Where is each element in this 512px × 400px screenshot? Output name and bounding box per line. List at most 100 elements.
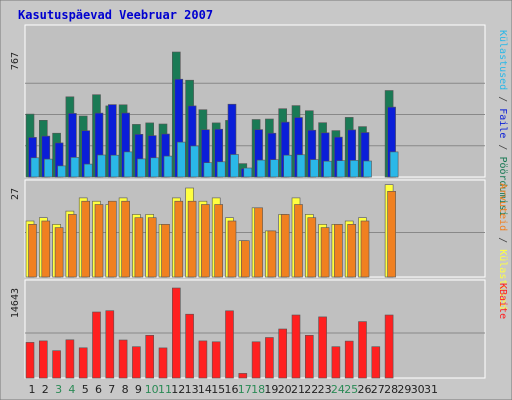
chart-title: Kasutuspäevad Veebruar 2007 — [18, 8, 213, 22]
bar-1-3-19 — [270, 159, 279, 178]
bar-2-2-17 — [241, 240, 250, 278]
bar-2-2-5 — [81, 200, 90, 278]
bar-2-2-16 — [227, 220, 237, 278]
x-tick-label: 3 — [55, 383, 62, 396]
bar-2-2-3 — [54, 227, 64, 278]
legend-separator: / — [497, 138, 508, 156]
bar-2-2-25 — [347, 224, 357, 278]
bar-1-3-8 — [123, 151, 133, 178]
x-tick-label: 1 — [29, 383, 36, 396]
bar-1-3-26 — [363, 160, 372, 178]
legend-entry: KBaite — [497, 283, 508, 319]
bar-1-3-21 — [296, 154, 306, 178]
right-legend-2: Arvuteid / Külastused — [497, 183, 508, 309]
x-tick-label: 11 — [158, 383, 172, 396]
bar-1-3-5 — [83, 163, 93, 178]
right-legend-3: KBaite — [497, 283, 508, 319]
bar-3-1-17 — [238, 373, 248, 379]
x-tick-label: 4 — [68, 383, 75, 396]
bar-3-1-22 — [304, 334, 314, 379]
x-tick-label: 28 — [384, 383, 398, 396]
x-tick-label: 18 — [251, 383, 265, 396]
x-tick-label: 13 — [185, 383, 199, 396]
bar-1-3-28 — [389, 151, 399, 178]
x-tick-label: 30 — [411, 383, 425, 396]
bar-3-1-10 — [145, 334, 154, 379]
bar-3-1-13 — [185, 313, 194, 379]
x-tick-label: 5 — [82, 383, 89, 396]
bar-1-3-12 — [177, 141, 186, 178]
y-max-label: 14643 — [10, 288, 21, 318]
bar-1-3-15 — [216, 161, 226, 178]
bar-1-3-17 — [243, 167, 253, 178]
x-tick-label: 25 — [344, 383, 358, 396]
x-tick-label: 17 — [238, 383, 252, 396]
bar-1-3-1 — [30, 157, 40, 178]
bar-2-2-4 — [68, 214, 77, 278]
bar-3-1-14 — [198, 340, 208, 379]
legend-entry: Faile — [497, 108, 508, 138]
bar-2-2-1 — [28, 224, 37, 278]
bar-2-2-13 — [187, 200, 197, 278]
legend-entry: Külastused — [497, 249, 508, 309]
bar-2-2-18 — [254, 207, 263, 278]
x-tick-label: 14 — [198, 383, 212, 396]
visits-panel: 767 Külastused / Faile / Pöördumisi — [10, 24, 508, 217]
x-tick-label: 24 — [331, 383, 345, 396]
bar-3-1-28 — [384, 314, 394, 379]
x-tick-label: 10 — [145, 383, 159, 396]
bar-3-1-3 — [52, 350, 61, 379]
bar-2-2-14 — [201, 204, 210, 278]
bar-2-2-11 — [161, 224, 170, 278]
bar-1-3-2 — [43, 158, 53, 178]
bar-3-1-19 — [265, 337, 274, 379]
bar-2-2-10 — [147, 217, 157, 278]
bar-1-3-4 — [70, 157, 80, 178]
bar-2-2-24 — [334, 224, 343, 278]
bar-1-3-20 — [283, 154, 293, 178]
x-tick-label: 19 — [264, 383, 278, 396]
legend-entry: Külastused — [497, 30, 508, 90]
bar-2-2-23 — [320, 227, 330, 278]
x-tick-label: 6 — [95, 383, 102, 396]
legend-entry: Arvuteid — [497, 183, 508, 231]
bar-1-3-9 — [137, 158, 146, 178]
y-max-label: 27 — [10, 188, 21, 200]
kbytes-panel: 14643 KBaite — [10, 279, 508, 379]
bar-2-2-12 — [174, 200, 184, 278]
bar-1-3-14 — [203, 162, 213, 178]
bar-2-2-2 — [41, 220, 51, 278]
bar-3-1-25 — [344, 340, 354, 379]
x-tick-label: 16 — [225, 383, 239, 396]
bar-2-2-21 — [294, 204, 303, 278]
x-tick-label: 31 — [424, 383, 438, 396]
x-tick-label: 29 — [397, 383, 411, 396]
bar-2-2-8 — [121, 200, 130, 278]
bar-3-1-15 — [211, 341, 221, 379]
bar-3-1-6 — [92, 311, 101, 379]
bar-1-3-7 — [110, 154, 120, 178]
y-max-label: 767 — [10, 52, 21, 70]
bar-3-1-8 — [118, 339, 128, 379]
bar-1-3-18 — [256, 159, 266, 178]
x-tick-label: 23 — [318, 383, 332, 396]
legend-separator: / — [497, 90, 508, 108]
bar-1-3-13 — [190, 145, 199, 178]
bar-3-1-4 — [65, 339, 75, 379]
bar-3-1-7 — [105, 310, 115, 379]
bar-2-2-7 — [108, 200, 117, 278]
x-tick-label: 7 — [108, 383, 115, 396]
bar-3-1-9 — [132, 346, 141, 379]
bar-3-1-5 — [78, 347, 88, 379]
x-tick-label: 8 — [122, 383, 129, 396]
right-legend-1: Külastused / Faile / Pöördumisi — [497, 30, 508, 217]
bar-3-1-18 — [251, 341, 261, 379]
x-tick-label: 26 — [358, 383, 372, 396]
bar-2-2-22 — [307, 217, 317, 278]
x-tick-label: 21 — [291, 383, 305, 396]
bar-2-2-15 — [214, 204, 223, 278]
bar-2-2-28 — [387, 191, 396, 278]
bar-1-3-24 — [336, 160, 346, 178]
x-tick-label: 15 — [211, 383, 225, 396]
bar-3-1-23 — [318, 316, 327, 379]
